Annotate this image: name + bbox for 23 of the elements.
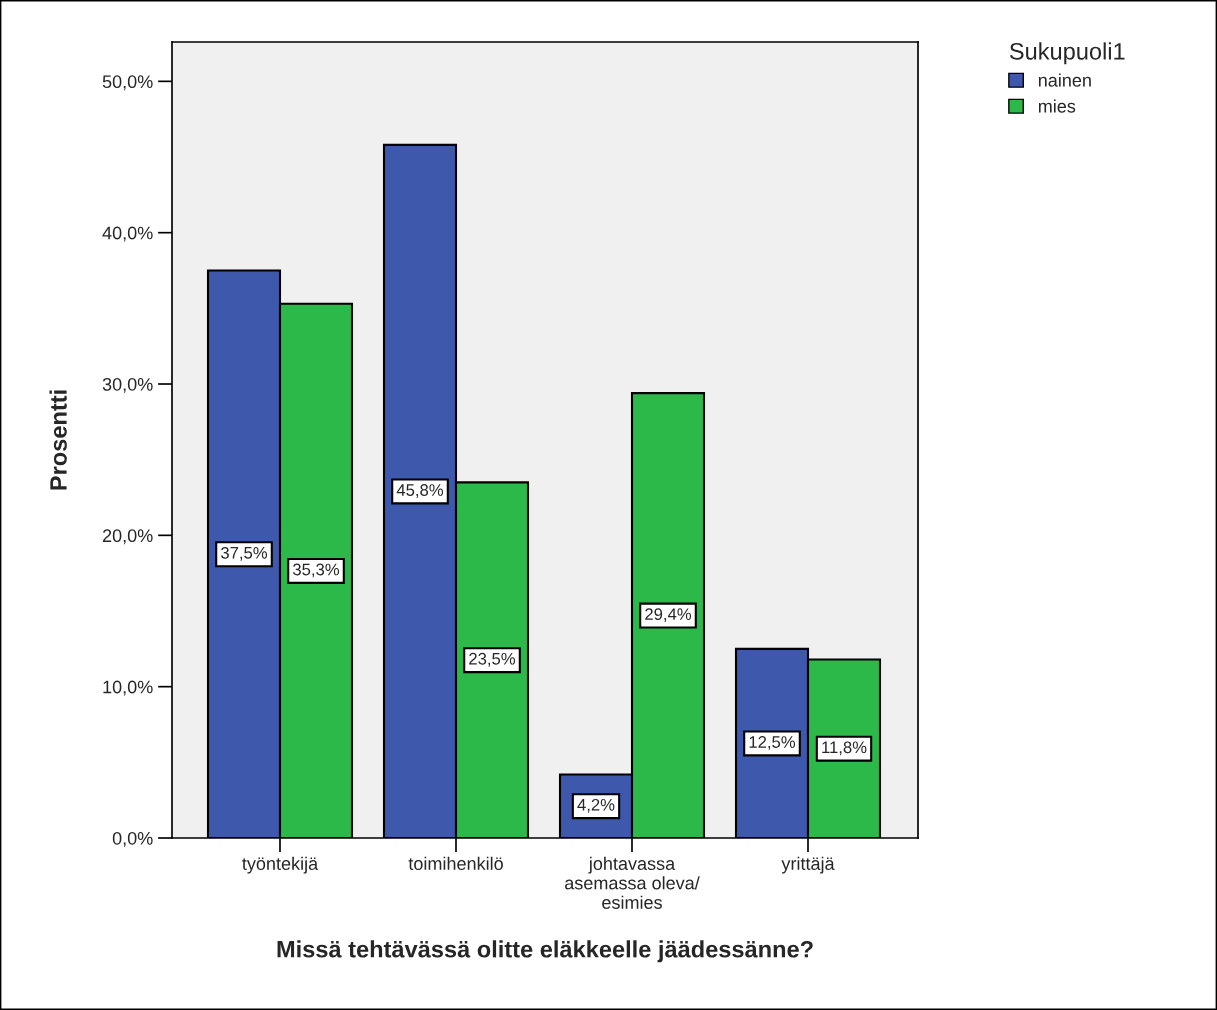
legend-title: Sukupuoli1 — [1009, 42, 1125, 65]
y-tick-label: 0,0% — [112, 831, 153, 847]
data-label: 29,4% — [645, 608, 692, 622]
data-label: 23,5% — [469, 652, 516, 667]
data-label: 12,5% — [749, 736, 796, 750]
x-tick-label: työntekijä — [242, 856, 319, 874]
y-tick-label: 50,0% — [102, 75, 153, 91]
data-label: 45,8% — [396, 484, 444, 498]
y-tick-label: 30,0% — [102, 377, 153, 393]
data-label: 4,2% — [577, 798, 615, 813]
data-label: 11,8% — [822, 741, 867, 756]
x-axis-title: Missä tehtävässä olitte eläkkeelle jäädessänne? — [277, 940, 813, 963]
x-tick-label: johtavassa asemassa oleva/ esimies — [565, 856, 700, 909]
x-tick-label: toimihenkilö — [408, 856, 503, 871]
x-tick-label: yrittäjä — [781, 856, 835, 874]
y-tick-label: 10,0% — [103, 680, 153, 696]
y-tick-label: 20,0% — [102, 529, 153, 545]
data-label: 37,5% — [221, 546, 268, 561]
y-tick-label: 40,0% — [102, 226, 153, 242]
legend-label: nainen — [1038, 73, 1091, 87]
data-label: 35,3% — [293, 563, 340, 578]
legend-label: mies — [1038, 99, 1076, 113]
y-axis-title: Prosentti — [49, 390, 67, 490]
